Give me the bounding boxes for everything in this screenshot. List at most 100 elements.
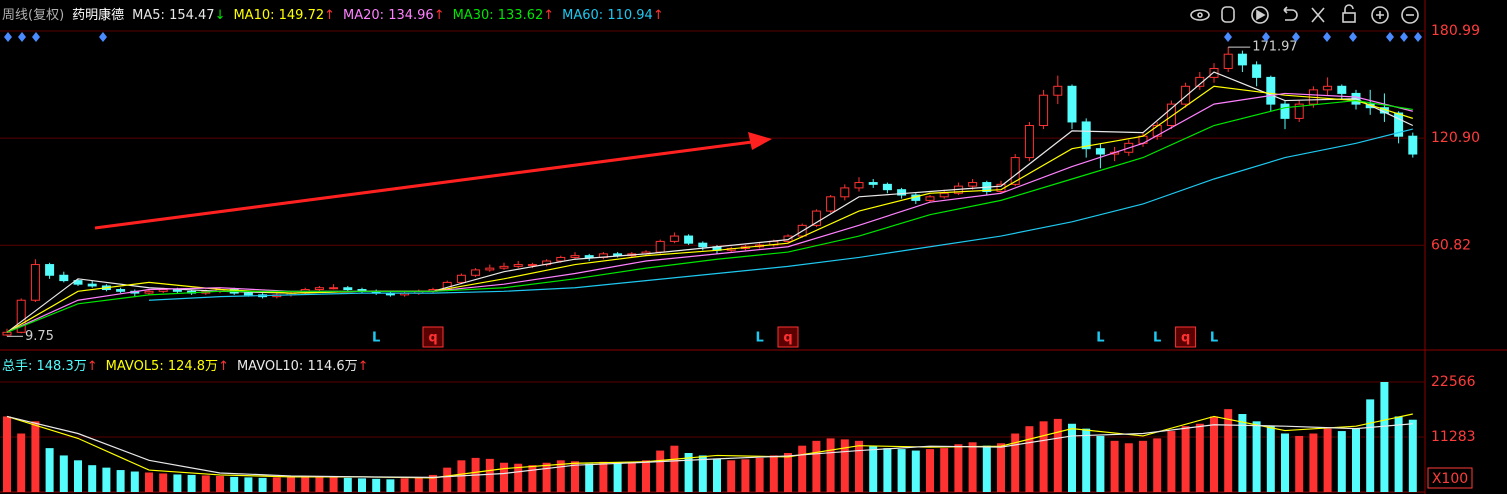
volume-bar [1096,435,1105,492]
volume-bar [954,444,963,492]
volume-bar [102,467,111,492]
volume-bar [1366,399,1375,492]
candle-body [1067,85,1077,123]
volume-bar [301,475,310,492]
volume-bar [272,477,281,492]
candle-body [116,289,126,292]
max-label: 171.97 [1252,40,1298,55]
volume-bar [1309,433,1318,492]
volume-bar [145,472,153,492]
volume-bar [514,463,523,492]
markers [4,32,1422,42]
volume-unit: X100 [1432,471,1468,487]
candle-body [2,331,12,336]
volume-bar [642,460,650,492]
volume-bar [613,462,622,492]
volume-bar [542,462,551,492]
candle-body [698,242,708,248]
signal-label: q [783,331,792,346]
volume-bar [727,460,736,492]
volume-bar [1394,416,1403,492]
volume-bar [59,455,68,492]
volume-bar [1053,418,1062,492]
ma-line [6,415,1413,478]
volume-bar [670,445,679,492]
volume-bar [372,478,381,492]
volume-bar [784,453,792,492]
volume-bar [173,474,182,492]
volume-bar [258,477,267,492]
header-item: ↑ [543,8,554,23]
ma-line [6,92,1413,333]
volume-bar [656,450,665,492]
candle-body [1237,53,1247,66]
volume-bar [159,473,168,492]
candle-body [1337,85,1347,94]
volume-bar [358,478,366,492]
candle-body [1095,148,1105,155]
volume-bar [485,458,494,492]
volume-bar [1380,382,1389,492]
candle-body [1024,125,1034,159]
header-item: ↑ [653,8,664,23]
marker-diamond [1414,32,1422,42]
ma-line [148,128,1413,301]
candle-body [1252,64,1262,78]
candle-body [16,299,26,333]
volume-bar [627,462,636,492]
volume-bar [343,477,352,492]
volume-bar [1181,426,1190,492]
candle-body [684,235,694,244]
volume-bar [1323,428,1332,492]
candle-body [584,255,594,258]
volume-bar [1408,419,1417,492]
volume-bar [1238,414,1247,492]
volume-bar [1068,423,1076,492]
volume-bar [528,465,537,492]
candle-body [854,182,864,189]
header-item: ↑ [358,359,369,374]
volume-bar [940,448,949,492]
candle-body [897,189,907,196]
candle-body [925,196,935,201]
volume-bar [1025,426,1034,492]
candle-body [1266,76,1276,105]
signal-label: L [1096,331,1104,346]
volume-bar [1082,428,1091,492]
trend-arrow [94,132,772,230]
volume-bar [826,438,835,492]
volume-bar [1337,431,1346,492]
header-item: 总手: 148.3万 [2,359,87,374]
candle-body [1010,157,1020,185]
volume-bar [1295,435,1304,492]
ma-line [6,99,1413,333]
marker-diamond [1292,32,1300,42]
volume-bar [414,477,423,492]
marker-diamond [1262,32,1270,42]
volume-bar [3,416,11,492]
header-item: ↑ [87,359,98,374]
volume-bar [1039,421,1048,492]
signal-label: q [1181,331,1190,346]
signal-label: L [372,331,380,346]
toolbar[interactable] [1190,4,1419,24]
volume-bar [1110,440,1119,492]
candle-body [243,292,253,296]
marker-diamond [1224,32,1232,42]
candle-body [59,274,69,282]
marker-diamond [1400,32,1408,42]
header-item: MA20: 134.96 [343,8,434,23]
marker-diamond [4,32,12,42]
volume-bar [130,471,139,492]
volume-bar [1266,426,1275,492]
candle-body [1166,103,1176,127]
volume-bar [1124,443,1133,492]
volume-bar [812,440,821,492]
signal-box [422,326,444,348]
volume-bar [599,461,608,492]
volume-bar [769,455,778,492]
y-tick-label: 120.90 [1431,130,1480,146]
candle-body [1181,85,1191,105]
volume-bar [443,467,452,492]
volume-bar [116,470,125,492]
